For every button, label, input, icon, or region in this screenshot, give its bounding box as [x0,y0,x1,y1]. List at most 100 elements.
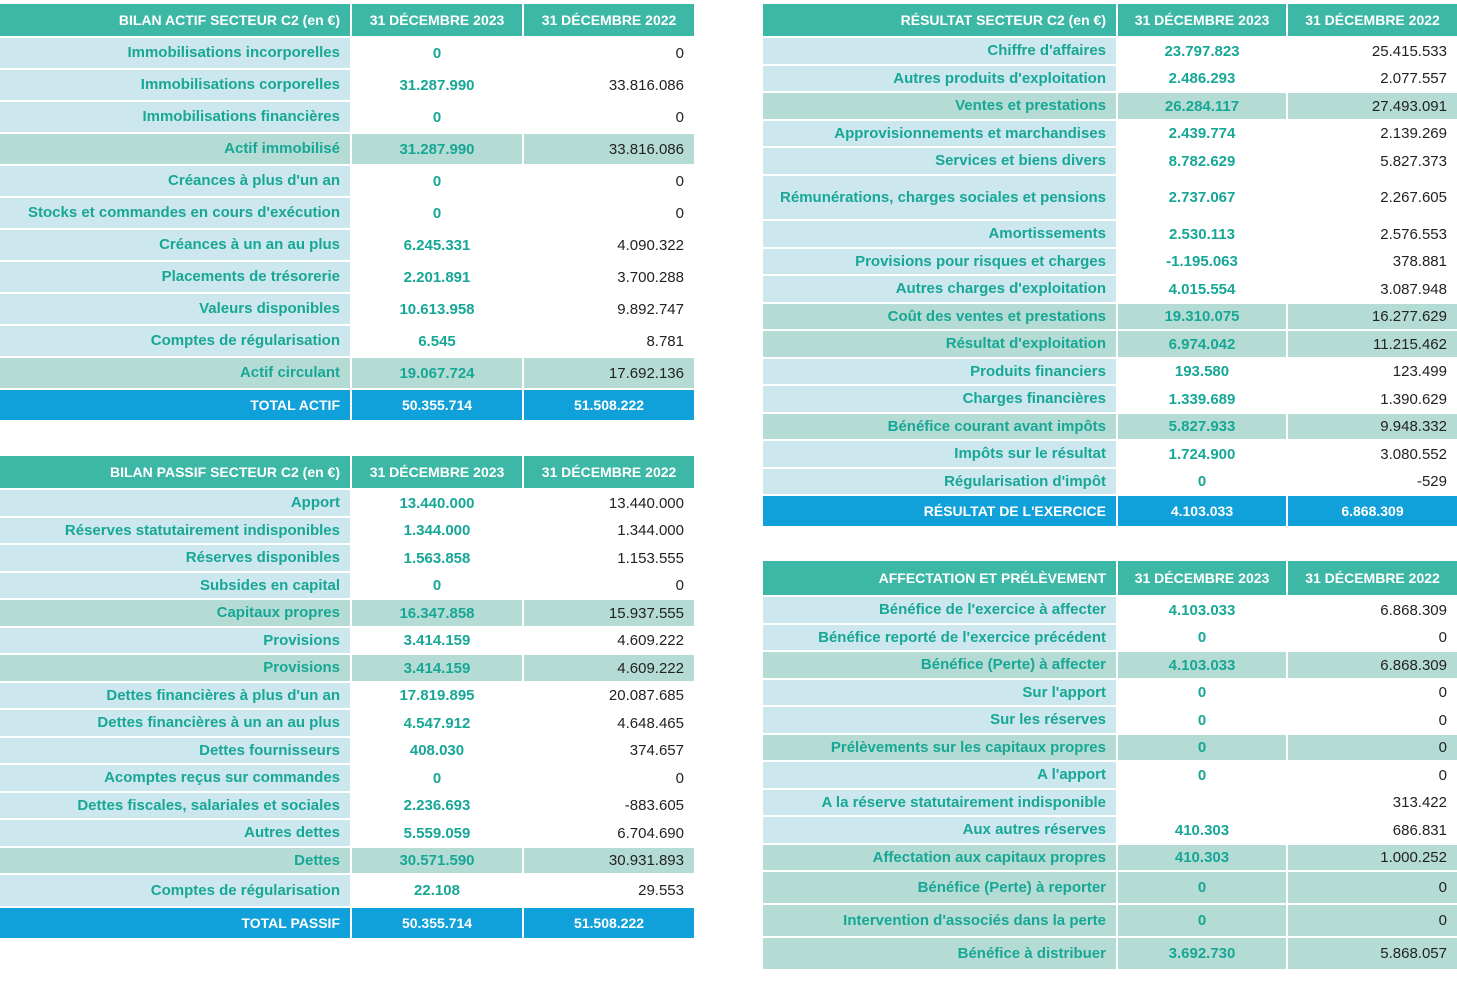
table-row: Immobilisations corporelles 31.287.990 33.… [0,70,694,102]
value-2023: 408.030 [350,738,522,763]
row-label: Intervention d'associés dans la perte [763,905,1116,936]
table-row: Créances à un an au plus 6.245.331 4.090.3… [0,230,694,262]
table-row: Bénéfice courant avant impôts 5.827.933 9.… [763,414,1457,441]
value-2023: 1.344.000 [350,518,522,543]
table-row: Créances à plus d'un an 0 0 [0,166,694,198]
table-row: Subsides en capital 0 0 [0,573,694,600]
header-label: BILAN ACTIF SECTEUR C2 (en €) [0,4,350,36]
table-row: Comptes de régularisation 22.108 29.553 [0,875,694,908]
row-label: Approvisionnements et marchandises [763,121,1116,146]
value-2022: 313.422 [1286,790,1457,815]
value-2023: 2.439.774 [1116,121,1286,146]
row-label: Immobilisations incorporelles [0,38,350,68]
value-2023: 4.103.033 [1116,496,1286,526]
header-2023: 31 DÉCEMBRE 2023 [350,4,522,36]
row-label: TOTAL PASSIF [0,908,350,938]
row-label: RÉSULTAT DE L'EXERCICE [763,496,1116,526]
value-2022: 123.499 [1286,359,1457,384]
value-2022: 0 [1286,707,1457,733]
table-row: Dettes financières à un an au plus 4.547.… [0,710,694,738]
row-label: Immobilisations corporelles [0,70,350,100]
row-label: Ventes et prestations [763,93,1116,119]
row-label: Affectation aux capitaux propres [763,845,1116,870]
header-2022: 31 DÉCEMBRE 2022 [522,4,694,36]
table-row: Sur les réserves 0 0 [763,707,1457,735]
row-label: Actif immobilisé [0,134,350,164]
row-label: Créances à plus d'un an [0,166,350,196]
header-2023: 31 DÉCEMBRE 2023 [350,456,522,488]
value-2022: 13.440.000 [522,490,694,516]
value-2023: 0 [350,102,522,132]
value-2023: 22.108 [350,875,522,906]
value-2023: 3.414.159 [350,628,522,653]
table-row: Résultat d'exploitation 6.974.042 11.215.4… [763,331,1457,359]
value-2023: 0 [1116,625,1286,650]
row-label: Prélèvements sur les capitaux propres [763,735,1116,760]
value-2022: 1.000.252 [1286,845,1457,870]
value-2022: 4.648.465 [522,710,694,736]
value-2022: 686.831 [1286,817,1457,843]
row-label: Bénéfice reporté de l'exercice précédent [763,625,1116,650]
value-2023: 0 [350,198,522,228]
value-2023: 0 [350,38,522,68]
value-2023: 3.414.159 [350,655,522,681]
table-row: Immobilisations incorporelles 0 0 [0,38,694,70]
row-label: Dettes fiscales, salariales et sociales [0,793,350,818]
row-label: Immobilisations financières [0,102,350,132]
value-2022: 51.508.222 [522,390,694,420]
value-2023: 0 [1116,469,1286,494]
table-row: Provisions 3.414.159 4.609.222 [0,628,694,655]
total-row: TOTAL ACTIF 50.355.714 51.508.222 [0,390,694,422]
table-row: Rémunérations, charges sociales et pensi… [763,176,1457,221]
row-label: Bénéfice (Perte) à reporter [763,872,1116,903]
value-2022: 17.692.136 [522,358,694,388]
value-2023: 3.692.730 [1116,938,1286,969]
header-2023: 31 DÉCEMBRE 2023 [1116,561,1286,595]
value-2023: 50.355.714 [350,908,522,938]
value-2023: 13.440.000 [350,490,522,516]
table-row: Placements de trésorerie 2.201.891 3.700.2… [0,262,694,294]
row-label: Chiffre d'affaires [763,38,1116,64]
value-2023: 0 [1116,707,1286,733]
value-2023: 193.580 [1116,359,1286,384]
table-row: Approvisionnements et marchandises 2.439.… [763,121,1457,148]
row-label: A l'apport [763,762,1116,788]
table-row: Bénéfice (Perte) à reporter 0 0 [763,872,1457,905]
table-row: Dettes financières à plus d'un an 17.819.… [0,683,694,710]
table-row: Réserves disponibles 1.563.858 1.153.555 [0,545,694,573]
value-2022: -883.605 [522,793,694,818]
value-2022: 0 [522,573,694,598]
table-row: Autres dettes 5.559.059 6.704.690 [0,820,694,848]
row-label: Dettes financières à plus d'un an [0,683,350,708]
table-row: Actif immobilisé 31.287.990 33.816.086 [0,134,694,166]
row-label: Coût des ventes et prestations [763,304,1116,329]
header-2022: 31 DÉCEMBRE 2022 [1286,561,1457,595]
value-2022: 6.704.690 [522,820,694,846]
row-label: Charges financières [763,386,1116,412]
total-row: RÉSULTAT DE L'EXERCICE 4.103.033 6.868.309 [763,496,1457,528]
value-2023: 5.559.059 [350,820,522,846]
table-row: Valeurs disponibles 10.613.958 9.892.747 [0,294,694,326]
row-label: Acomptes reçus sur commandes [0,765,350,791]
row-label: Sur l'apport [763,680,1116,705]
value-2022: 20.087.685 [522,683,694,708]
value-2022: 2.267.605 [1286,176,1457,219]
value-2023: -1.195.063 [1116,249,1286,274]
value-2023: 2.201.891 [350,262,522,292]
value-2023: 26.284.117 [1116,93,1286,119]
value-2022: 0 [522,38,694,68]
row-label: Actif circulant [0,358,350,388]
value-2023: 10.613.958 [350,294,522,324]
row-label: Bénéfice (Perte) à affecter [763,652,1116,678]
value-2023: 16.347.858 [350,600,522,626]
value-2022: 2.576.553 [1286,221,1457,247]
value-2022: 0 [522,166,694,196]
table-row: Acomptes reçus sur commandes 0 0 [0,765,694,793]
value-2023: 4.015.554 [1116,276,1286,302]
value-2023: 0 [1116,905,1286,936]
value-2022: 0 [1286,905,1457,936]
value-2022: 5.827.373 [1286,148,1457,174]
table-row: Bénéfice à distribuer 3.692.730 5.868.057 [763,938,1457,971]
row-label: TOTAL ACTIF [0,390,350,420]
table-row: Réserves statutairement indisponibles 1.3… [0,518,694,545]
